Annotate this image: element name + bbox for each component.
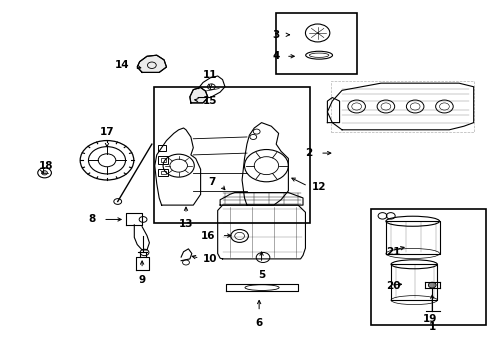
Text: 4: 4 bbox=[272, 51, 279, 61]
Text: 16: 16 bbox=[201, 231, 215, 240]
Text: 5: 5 bbox=[257, 270, 264, 280]
Text: 21: 21 bbox=[385, 247, 400, 257]
Text: 6: 6 bbox=[255, 318, 262, 328]
Text: 17: 17 bbox=[100, 127, 114, 137]
Text: 19: 19 bbox=[422, 314, 436, 324]
Text: 11: 11 bbox=[203, 69, 217, 80]
Text: 15: 15 bbox=[203, 96, 217, 106]
Text: 10: 10 bbox=[203, 254, 217, 264]
Text: 18: 18 bbox=[39, 161, 53, 171]
Polygon shape bbox=[189, 87, 207, 103]
Bar bbox=[158, 168, 168, 176]
Circle shape bbox=[427, 282, 435, 288]
Bar bbox=[158, 145, 166, 151]
Text: 12: 12 bbox=[311, 182, 325, 192]
Text: 7: 7 bbox=[207, 177, 215, 187]
Text: 8: 8 bbox=[88, 215, 96, 224]
Text: 2: 2 bbox=[305, 148, 312, 158]
Bar bbox=[276, 13, 356, 74]
Bar bbox=[158, 156, 168, 164]
Text: 3: 3 bbox=[272, 30, 279, 40]
Bar bbox=[370, 209, 485, 325]
Bar bbox=[160, 158, 165, 162]
Bar bbox=[160, 171, 165, 174]
Text: 1: 1 bbox=[427, 321, 435, 332]
Text: 14: 14 bbox=[115, 60, 130, 70]
Bar bbox=[154, 87, 310, 223]
Text: 20: 20 bbox=[385, 281, 400, 291]
Polygon shape bbox=[137, 55, 166, 72]
Circle shape bbox=[41, 171, 47, 175]
Text: 13: 13 bbox=[179, 220, 193, 229]
Text: 9: 9 bbox=[138, 275, 145, 285]
